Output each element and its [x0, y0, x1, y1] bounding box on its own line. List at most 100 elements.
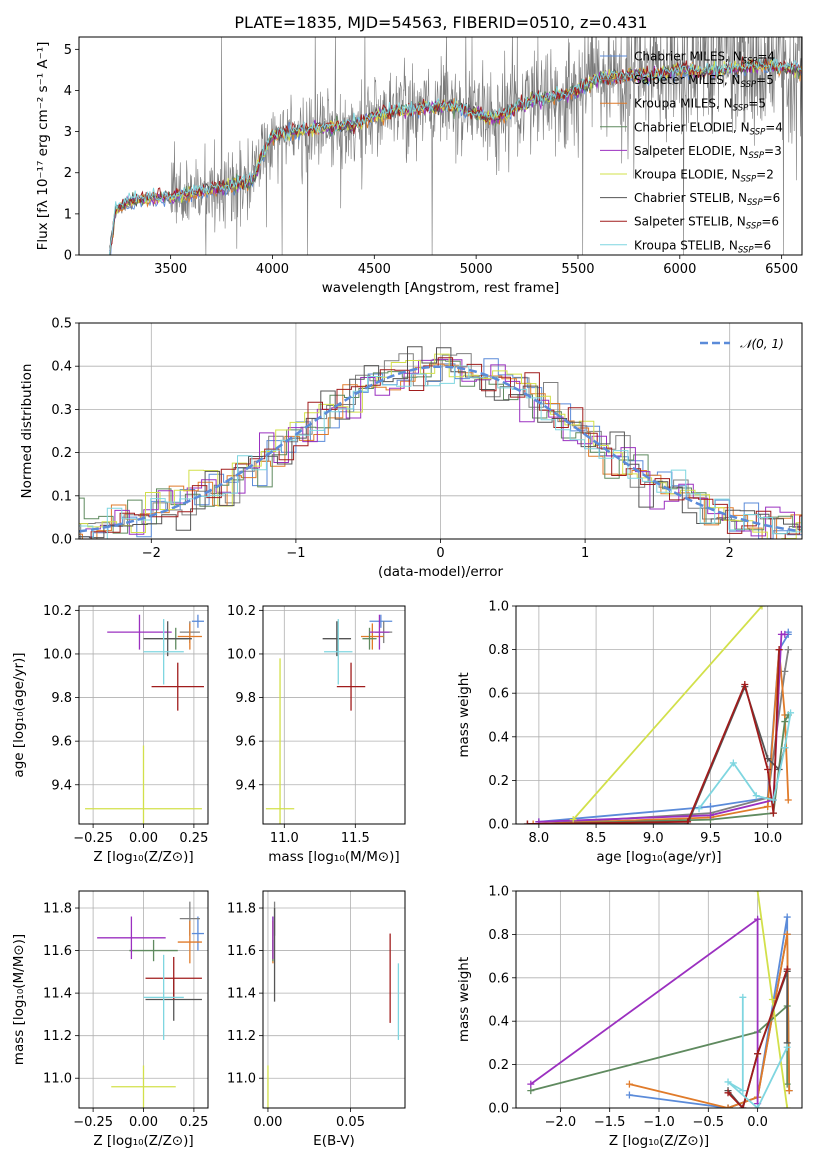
errorbar-point [362, 627, 377, 650]
series-marker [523, 820, 531, 824]
x-tick-label: 11.0 [270, 831, 299, 846]
series-marker [739, 1087, 747, 1095]
plots-layer: 3500 4000 4500 5000 5500 6000 6500 0 1 2 3 4 5 wavele… [11, 36, 803, 1149]
legend-entry: Kroupa ELODIE, NSSP=2 [634, 168, 774, 185]
plot-area-residuals [79, 346, 802, 539]
errorbar-point [97, 916, 166, 960]
y-tick-label: 0.5 [51, 317, 72, 332]
errorbar-point [107, 614, 172, 650]
errorbar-point [151, 662, 204, 711]
legend-entry: Chabrier MILES, NSSP=4 [634, 50, 775, 67]
x-tick-label: 8.5 [586, 831, 607, 846]
series-marker [754, 1050, 762, 1058]
y-tick-label: 0.0 [488, 1102, 509, 1117]
y-axis-label: mass weight [456, 957, 472, 1042]
axes-frame [78, 605, 209, 825]
y-tick-label: 0.4 [51, 360, 72, 375]
x-tick-label: −2.0 [545, 1115, 577, 1130]
x-tick-label: 9.5 [700, 831, 721, 846]
x-tick-label: 9.0 [643, 831, 664, 846]
x-axis-label: Z [log₁₀(Z/Z⊙)] [609, 1133, 709, 1149]
plot-area-mass-EBV [267, 901, 400, 1108]
legend-entry: Salpeter STELIB, NSSP=6 [634, 215, 779, 232]
legend-entry: 𝒩(0, 1) [740, 337, 784, 351]
x-tick-label: −1.5 [594, 1115, 626, 1130]
plot-area-massweight-Z [527, 891, 793, 1108]
y-tick-label: 5 [64, 43, 72, 58]
y-tick-label: 0.8 [488, 928, 509, 943]
errorbar-point [129, 939, 178, 962]
series-marker [724, 1078, 732, 1086]
series-marker [754, 891, 762, 895]
series-marker [783, 1080, 791, 1088]
axes-age-mass: 11.0 11.5 9.4 9.6 9.8 10.0 10.2 mass [log₁₀(M/M… [227, 604, 406, 865]
x-tick-label: 0.25 [179, 831, 208, 846]
y-tick-label: 1.0 [488, 600, 509, 615]
x-axis-label: E(B-V) [313, 1133, 355, 1149]
legend-entry: Chabrier STELIB, NSSP=6 [634, 191, 780, 208]
series-line-3 [538, 714, 790, 824]
histogram-7 [79, 357, 802, 539]
y-axis-label: mass weight [456, 672, 472, 757]
series-marker [768, 996, 776, 1003]
axes-decor-residuals: −2 −1 0 1 2 0.0 0.1 0.2 0.3 0.4 0.5 (data-model)/er… [19, 317, 803, 580]
axes-massweight-age: 8.0 8.5 9.0 9.5 10.0 0.0 0.2 0.4 0.6 0.8 1.0 age [l… [456, 600, 803, 865]
y-tick-label: 10.0 [227, 647, 256, 662]
y-tick-label: 10.2 [43, 604, 72, 619]
errorbar-point [85, 745, 202, 824]
series-line-2 [533, 649, 790, 824]
y-tick-label: 0.4 [488, 730, 509, 745]
x-tick-label: 0.05 [336, 1115, 365, 1130]
y-tick-label: 9.8 [51, 691, 72, 706]
x-tick-label: −1 [286, 546, 305, 561]
axes-mass-Z: −0.25 0.00 0.25 11.0 11.2 11.4 11.6 11.8 Z [log₁… [11, 890, 209, 1149]
series-marker [783, 1043, 791, 1051]
series-line-7 [527, 649, 780, 824]
x-tick-label: 6000 [663, 262, 696, 277]
y-tick-label: 11.2 [43, 1029, 72, 1044]
errorbar-point [143, 954, 184, 1040]
errorbar-point [177, 920, 202, 964]
axes-residuals: −2 −1 0 1 2 0.0 0.1 0.2 0.3 0.4 0.5 (data-model)/er… [19, 317, 803, 580]
axes-age-Z: −0.25 0.00 0.25 9.4 9.6 9.8 10.0 10.2 Z [log₁₀(Z… [11, 604, 209, 865]
errorbar-point [143, 621, 192, 657]
y-tick-label: 1 [64, 207, 72, 222]
axes-decor-age-mass: 11.0 11.5 9.4 9.6 9.8 10.0 10.2 mass [log₁₀(M/M… [227, 604, 406, 865]
series-marker [706, 803, 714, 811]
y-axis-label: age [log₁₀(age/yr)] [11, 652, 27, 777]
series-marker [784, 646, 792, 654]
series-line-4 [538, 633, 785, 823]
y-tick-label: 0.4 [488, 1015, 509, 1030]
series-marker [758, 606, 766, 610]
axes-decor-massweight-age: 8.0 8.5 9.0 9.5 10.0 0.0 0.2 0.4 0.6 0.8 1.0 age [l… [456, 600, 803, 865]
x-tick-label: 2 [726, 546, 734, 561]
y-tick-label: 10.0 [43, 647, 72, 662]
y-tick-label: 11.0 [43, 1072, 72, 1087]
series-marker [784, 796, 792, 804]
series-marker [775, 646, 783, 654]
series-marker [625, 1080, 633, 1088]
legend-entry: Chabrier ELODIE, NSSP=4 [634, 120, 783, 137]
x-tick-label: 0.25 [179, 1115, 208, 1130]
axes-frame [78, 322, 803, 540]
series-marker [787, 709, 795, 717]
errorbar-point [111, 1065, 176, 1108]
x-tick-label: 8.0 [529, 831, 550, 846]
series-marker [783, 913, 791, 921]
y-tick-label: 0.6 [488, 687, 509, 702]
series-marker [764, 766, 772, 773]
y-axis-label: mass [log₁₀(M/M⊙)] [11, 934, 27, 1065]
y-tick-label: 0.0 [488, 818, 509, 833]
y-tick-label: 10.2 [227, 604, 256, 619]
series-marker [739, 993, 747, 1001]
y-tick-label: 9.6 [51, 735, 72, 750]
series-marker [695, 805, 703, 813]
x-tick-label: −1.0 [643, 1115, 675, 1130]
series-marker [752, 792, 760, 800]
series-marker [783, 930, 791, 938]
y-tick-label: 9.4 [51, 778, 72, 793]
x-tick-label: 10.0 [753, 831, 782, 846]
errorbar-point [143, 619, 184, 685]
y-tick-label: 4 [64, 84, 72, 99]
plot-area-spectrum [109, 37, 802, 255]
